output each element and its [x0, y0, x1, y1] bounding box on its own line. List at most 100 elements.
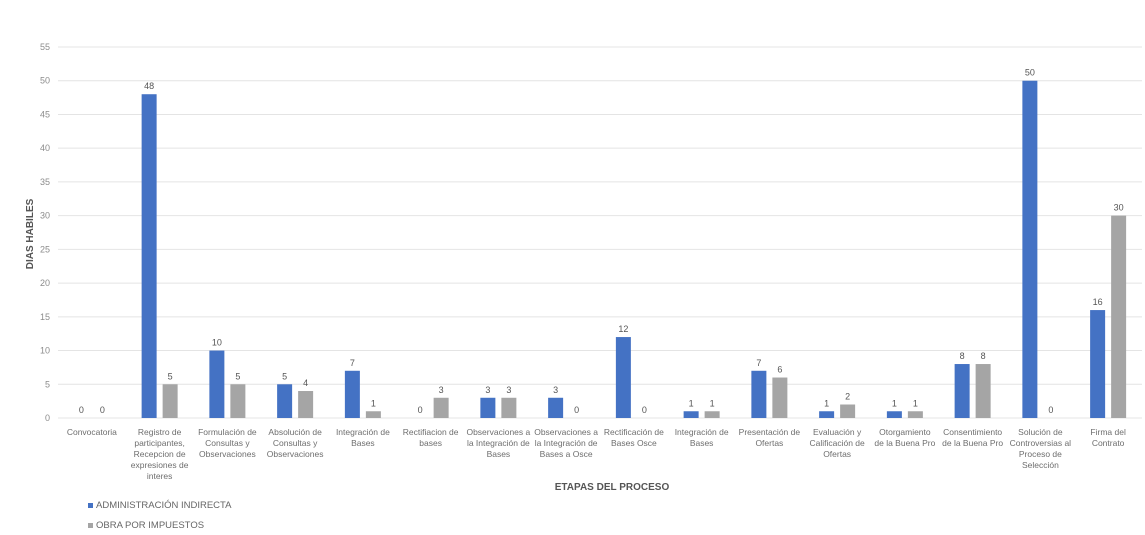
bar-obra-por-impuestos [501, 397, 517, 418]
x-category-label: Integración de Bases [336, 427, 390, 448]
x-category-label: Convocatoria [67, 427, 117, 437]
bar-obra-por-impuestos [230, 384, 246, 418]
bar-administracion-indirecta [277, 384, 293, 418]
bar-administracion-indirecta [1090, 310, 1106, 418]
bar-obra-por-impuestos [433, 397, 449, 418]
bar-administracion-indirecta [141, 94, 157, 418]
data-label: 16 [1093, 297, 1103, 307]
y-tick-label: 40 [40, 143, 50, 153]
x-category-label: Presentación de Ofertas [739, 427, 801, 448]
bar-obra-por-impuestos [907, 411, 923, 418]
bars [141, 80, 1127, 419]
x-category-label-line: Bases Osce [611, 438, 657, 448]
data-label: 30 [1114, 203, 1124, 213]
data-label: 8 [981, 351, 986, 361]
x-category-label-line: Absolución de [268, 427, 322, 437]
legend-item-obra-por-impuestos: OBRA POR IMPUESTOS [88, 520, 204, 531]
data-label: 0 [1048, 405, 1053, 415]
x-category-label-line: Observaciones [199, 449, 256, 459]
y-tick-label: 45 [40, 109, 50, 119]
x-category-label: Otorgamiento de la Buena Pro [874, 427, 935, 448]
data-label: 5 [282, 371, 287, 381]
bar-administracion-indirecta [480, 397, 496, 418]
bar-administracion-indirecta [344, 370, 360, 418]
x-category-label-line: Bases a Osce [540, 449, 593, 459]
data-label: 48 [144, 81, 154, 91]
x-category-label-line: Consultas y [205, 438, 250, 448]
data-label: 1 [824, 398, 829, 408]
data-label: 2 [845, 392, 850, 402]
x-category-label-line: Firma del [1090, 427, 1126, 437]
x-category-label-line: expresiones de [131, 460, 189, 470]
y-tick-label: 0 [45, 413, 50, 423]
data-label: 7 [756, 358, 761, 368]
data-label: 1 [689, 398, 694, 408]
x-category-label: Rectifiacion de bases [403, 427, 459, 448]
x-category-label-line: Convocatoria [67, 427, 117, 437]
legend-item-administracion-indirecta: ADMINISTRACIÓN INDIRECTA [88, 500, 231, 511]
bar-obra-por-impuestos [840, 404, 856, 418]
bar-administracion-indirecta [886, 411, 902, 418]
x-category-label-line: Consultas y [273, 438, 318, 448]
bar-obra-por-impuestos [772, 377, 788, 418]
data-label: 6 [777, 365, 782, 375]
x-category-label-line: bases [419, 438, 442, 448]
x-category-label-line: Solución de [1018, 427, 1063, 437]
x-category-label-line: Recepcion de [134, 449, 186, 459]
data-label: 0 [100, 405, 105, 415]
data-label: 0 [79, 405, 84, 415]
data-label: 8 [960, 351, 965, 361]
x-category-label-line: de la Buena Pro [874, 438, 935, 448]
bar-administracion-indirecta [819, 411, 835, 418]
data-label: 3 [553, 385, 558, 395]
bar-obra-por-impuestos [1111, 215, 1127, 418]
data-label: 50 [1025, 68, 1035, 78]
bar-obra-por-impuestos [298, 391, 314, 418]
x-category-label: Integración de Bases [675, 427, 729, 448]
bar-obra-por-impuestos [162, 384, 178, 418]
x-category-label-line: Integración de [675, 427, 729, 437]
x-category-label-line: Observaciones [267, 449, 324, 459]
x-category-label-line: la Integración de [535, 438, 598, 448]
data-label: 0 [642, 405, 647, 415]
x-category-label: Consentimiento de la Buena Pro [942, 427, 1003, 448]
y-tick-label: 30 [40, 211, 50, 221]
data-label: 4 [303, 378, 308, 388]
x-category-label-line: Calificación de [809, 438, 865, 448]
y-tick-label: 35 [40, 177, 50, 187]
legend-label: OBRA POR IMPUESTOS [96, 520, 205, 531]
x-category-label-line: Contrato [1092, 438, 1125, 448]
x-category-label-line: Bases [351, 438, 375, 448]
x-category-label-line: la Integración de [467, 438, 530, 448]
x-category-label-line: Selección [1022, 460, 1059, 470]
x-axis-title: ETAPAS DEL PROCESO [555, 482, 670, 493]
bar-administracion-indirecta [209, 350, 225, 418]
data-label: 10 [212, 338, 222, 348]
data-label: 1 [710, 398, 715, 408]
x-category-label-line: Rectificación de [604, 427, 664, 437]
x-category-label: Formulación de Consultas y Observaciones [198, 427, 257, 459]
y-tick-label: 15 [40, 312, 50, 322]
data-label: 3 [485, 385, 490, 395]
data-label: 3 [506, 385, 511, 395]
y-tick-label: 10 [40, 346, 50, 356]
bar-administracion-indirecta [615, 337, 631, 418]
bar-obra-por-impuestos [975, 364, 991, 418]
data-label: 5 [168, 371, 173, 381]
x-category-label-line: Bases [487, 449, 511, 459]
bar-administracion-indirecta [683, 411, 699, 418]
data-label: 12 [618, 324, 628, 334]
bar-obra-por-impuestos [704, 411, 720, 418]
x-category-label-line: Formulación de [198, 427, 257, 437]
y-axis-title: DIAS HABILES [25, 198, 36, 269]
bar-administracion-indirecta [548, 397, 564, 418]
x-category-label: Evaluación y Calificación de Ofertas [809, 427, 865, 459]
data-label: 0 [418, 405, 423, 415]
x-category-label-line: interes [147, 471, 173, 481]
x-category-label: Rectificación de Bases Osce [604, 427, 664, 448]
y-tick-label: 20 [40, 278, 50, 288]
x-category-label-line: de la Buena Pro [942, 438, 1003, 448]
x-category-label-line: Rectifiacion de [403, 427, 459, 437]
